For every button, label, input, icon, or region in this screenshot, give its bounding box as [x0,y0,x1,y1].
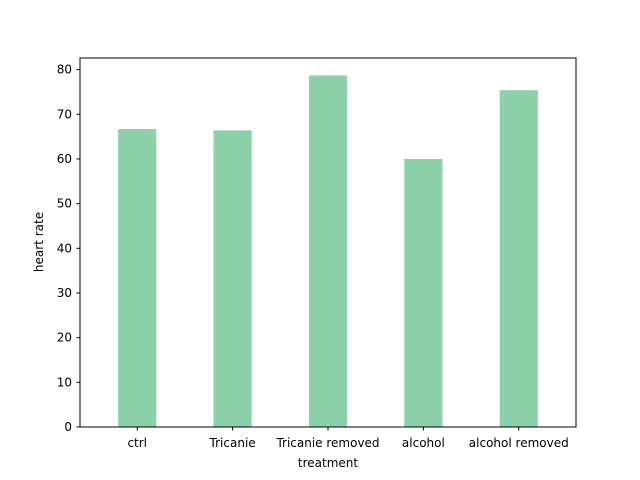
x-tick-label: alcohol removed [469,436,569,450]
bar-tricanie-removed [308,75,348,427]
y-tick-label: 40 [57,241,72,255]
x-tick-label: alcohol [402,436,445,450]
y-tick-label: 30 [57,286,72,300]
y-axis-label: heart rate [32,212,46,272]
bar-alcohol [404,158,443,428]
x-axis-label: treatment [298,456,358,470]
y-tick-label: 50 [57,197,72,211]
plot-frame [79,57,577,428]
y-tick-label: 20 [57,331,72,345]
y-tick-label: 80 [57,63,72,77]
y-tick-label: 10 [57,375,72,389]
bar-tricanie [213,130,252,427]
y-tick-label: 0 [64,420,72,434]
y-axis-ticks: 0 10 20 30 40 50 60 70 80 [57,63,80,434]
x-tick-label: Tricanie removed [275,436,379,450]
bar-alcohol-removed [499,90,538,428]
x-tick-label: Tricanie [209,436,256,450]
y-tick-label: 60 [57,152,72,166]
bars-group [118,75,538,428]
bar-ctrl [118,129,157,427]
x-tick-label: ctrl [127,436,147,450]
x-axis-ticks: ctrl Tricanie Tricanie removed alcohol alcoh… [127,427,569,450]
y-tick-label: 70 [57,107,72,121]
